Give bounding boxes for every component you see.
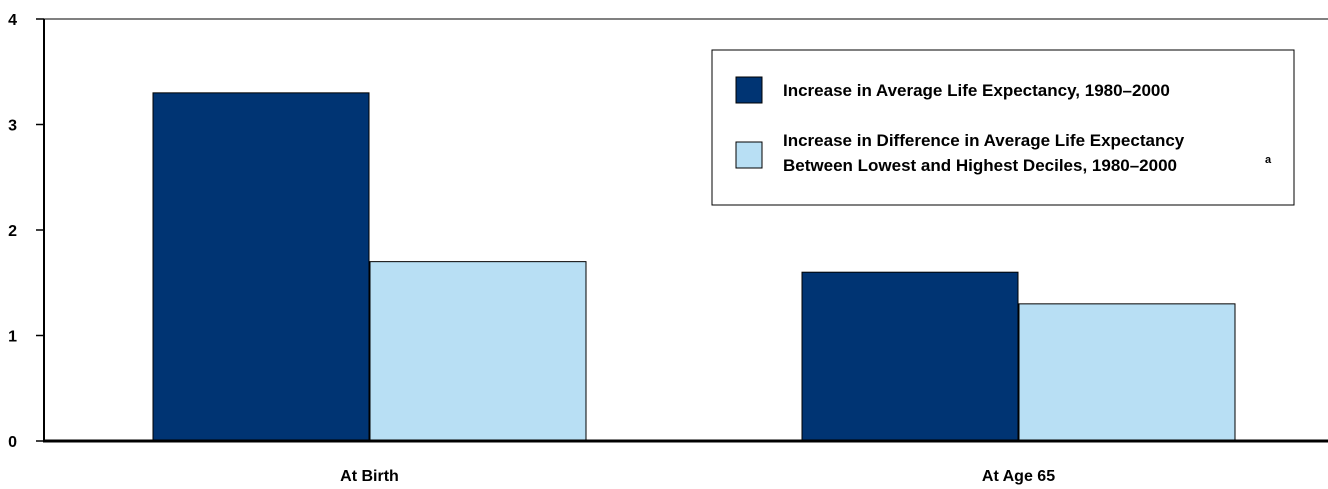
x-axis: At Birth At Age 65: [43, 18, 1328, 485]
bar-decile-difference-at-birth: [369, 261, 587, 442]
y-axis: 0 1 2 3 4: [8, 12, 45, 451]
bars: [152, 92, 1236, 442]
legend-label: Increase in Difference in Average Life E…: [783, 131, 1185, 150]
legend-label: Between Lowest and Highest Deciles, 1980…: [783, 156, 1177, 175]
bar-avg-life-expectancy-at-age-65: [801, 271, 1019, 442]
legend-box: [711, 49, 1295, 206]
legend: Increase in Average Life Expectancy, 198…: [711, 49, 1295, 206]
y-tick-label: 0: [8, 434, 17, 451]
y-tick-label: 2: [8, 223, 17, 240]
legend-swatch: [735, 141, 763, 169]
x-category-label: At Age 65: [982, 468, 1055, 485]
bar-avg-life-expectancy-at-birth: [152, 92, 370, 442]
bar-decile-difference-at-age-65: [1018, 303, 1236, 442]
y-tick-label: 1: [8, 329, 17, 346]
legend-label: Increase in Average Life Expectancy, 198…: [783, 81, 1170, 100]
y-tick-label: 4: [8, 12, 17, 29]
legend-swatch: [735, 76, 763, 104]
legend-footnote-marker: a: [1265, 154, 1272, 166]
y-tick-label: 3: [8, 118, 17, 135]
x-category-label: At Birth: [340, 468, 399, 485]
